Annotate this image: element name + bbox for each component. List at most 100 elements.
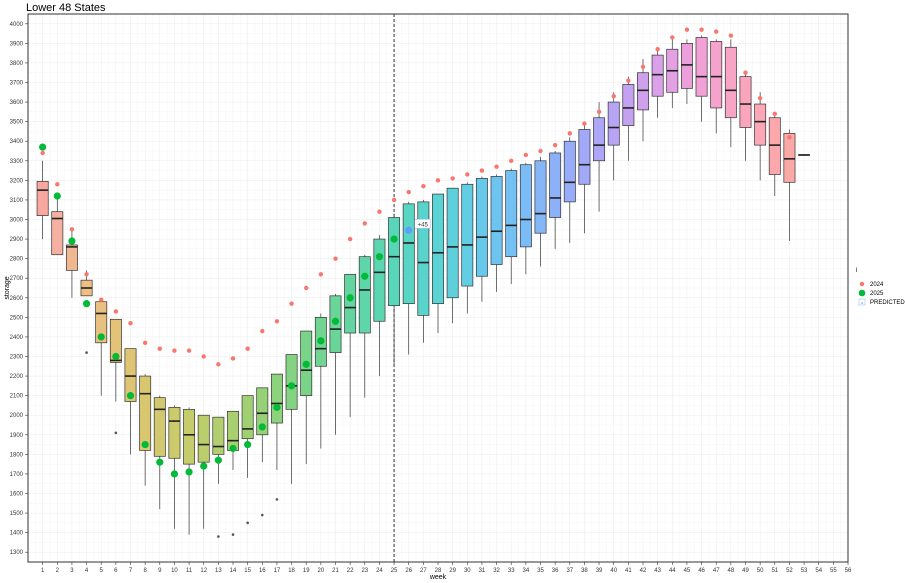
point-2024-week-36 xyxy=(552,142,558,148)
point-2025-week-25 xyxy=(390,235,398,243)
box-week-12 xyxy=(197,414,210,529)
y-tick-label: 2300 xyxy=(10,355,24,361)
x-tick-label: 47 xyxy=(713,568,720,574)
predicted-label-box xyxy=(414,218,432,229)
box-body xyxy=(373,238,386,322)
chart-title: Lower 48 States xyxy=(26,2,106,14)
x-tick-label: 21 xyxy=(332,568,339,574)
legend-key xyxy=(859,281,865,287)
point-2025-week-2 xyxy=(53,192,61,200)
legend-item-2025: 2025 xyxy=(858,289,884,297)
box-outlier xyxy=(85,351,88,354)
box-week-43 xyxy=(651,47,664,118)
x-tick-label: 45 xyxy=(684,568,691,574)
point-2024-week-14 xyxy=(230,356,236,361)
x-tick-label: 55 xyxy=(830,568,837,574)
y-tick-label: 2100 xyxy=(10,394,24,400)
box-body xyxy=(241,395,254,440)
point-2025-week-7 xyxy=(126,392,135,400)
y-tick-label: 2200 xyxy=(10,374,24,380)
x-tick-label: 50 xyxy=(757,568,764,574)
point-2024-week-46 xyxy=(699,27,704,32)
point-2025-week-11 xyxy=(185,468,193,476)
x-tick-label: 56 xyxy=(845,568,852,574)
box-week-18 xyxy=(285,354,298,484)
x-tick-label: 31 xyxy=(479,568,486,574)
box-week-47 xyxy=(710,39,723,134)
box-body xyxy=(270,373,283,424)
box-week-6 xyxy=(109,318,122,435)
legend-label: 2024 xyxy=(870,282,884,288)
y-tick-label: 1700 xyxy=(10,472,24,478)
box-week-53 xyxy=(798,154,811,156)
box-body xyxy=(593,117,606,162)
x-tick-label: 43 xyxy=(654,568,661,574)
point-2025-week-3 xyxy=(68,237,76,245)
point-2024-week-4 xyxy=(84,272,89,277)
x-tick-label: 8 xyxy=(143,568,147,574)
x-tick-label: 36 xyxy=(552,568,559,574)
point-2025-week-17 xyxy=(273,403,281,411)
x-tick-label: 40 xyxy=(610,568,617,574)
point-2025-week-14 xyxy=(229,444,237,453)
box-body xyxy=(358,256,371,334)
box-body xyxy=(402,203,415,305)
x-tick-label: 15 xyxy=(244,568,251,574)
point-2025-week-6 xyxy=(112,352,120,361)
point-2024-week-22 xyxy=(347,236,353,242)
box-week-8 xyxy=(139,374,152,486)
x-tick-label: 51 xyxy=(771,568,778,574)
point-2024-week-42 xyxy=(640,64,646,70)
point-2024-week-24 xyxy=(377,209,382,214)
x-tick-label: 27 xyxy=(420,568,427,574)
y-tick-label: 3000 xyxy=(10,218,24,224)
legend-key xyxy=(858,289,866,297)
point-2024-week-35 xyxy=(538,148,543,154)
box-body xyxy=(680,43,693,89)
points: +45 xyxy=(39,27,792,478)
box-week-15 xyxy=(241,395,254,525)
point-2024-week-51 xyxy=(772,111,777,117)
y-tick-label: 1300 xyxy=(10,550,24,556)
box-outlier xyxy=(246,521,249,525)
box-week-38 xyxy=(578,121,591,234)
point-2024-week-23 xyxy=(362,221,367,226)
x-tick-label: 48 xyxy=(728,568,735,574)
point-2024-week-34 xyxy=(523,152,529,158)
box-body xyxy=(168,407,181,459)
x-tick-label: 23 xyxy=(361,568,368,574)
y-tick-label: 3600 xyxy=(10,100,24,106)
box-body xyxy=(344,273,357,334)
y-tick-label: 3100 xyxy=(10,198,24,204)
box-week-7 xyxy=(124,348,137,455)
point-2024-week-37 xyxy=(567,131,572,136)
box-body xyxy=(739,76,752,128)
x-tick-label: 35 xyxy=(537,568,544,574)
box-body xyxy=(183,408,196,465)
point-2025-week-10 xyxy=(170,470,179,478)
point-2024-week-52 xyxy=(787,135,792,140)
box-body xyxy=(475,178,488,277)
box-body xyxy=(768,117,781,175)
point-2024-week-15 xyxy=(245,346,250,351)
x-tick-label: 42 xyxy=(640,568,647,574)
legend-item-2024: 2024 xyxy=(859,281,884,288)
point-2025-week-22 xyxy=(346,294,354,302)
x-tick-label: 19 xyxy=(303,568,310,574)
y-tick-label: 3400 xyxy=(10,139,24,145)
point-2024-week-20 xyxy=(318,272,324,277)
box-body xyxy=(285,354,298,410)
y-tick-label: 2700 xyxy=(10,276,24,282)
x-tick-label: 5 xyxy=(100,568,104,574)
y-tick-label: 1800 xyxy=(10,452,24,458)
x-tick-label: 28 xyxy=(435,568,442,574)
x-tick-label: 9 xyxy=(158,568,162,574)
point-2024-week-32 xyxy=(494,164,499,169)
point-2024-week-19 xyxy=(304,285,309,291)
box-body xyxy=(710,41,723,109)
box-week-49 xyxy=(739,70,752,161)
point-2024-week-29 xyxy=(450,176,455,181)
box-week-52 xyxy=(783,129,796,242)
box-week-40 xyxy=(607,92,620,181)
legend-item-predicted: a PREDICTED xyxy=(858,298,905,306)
